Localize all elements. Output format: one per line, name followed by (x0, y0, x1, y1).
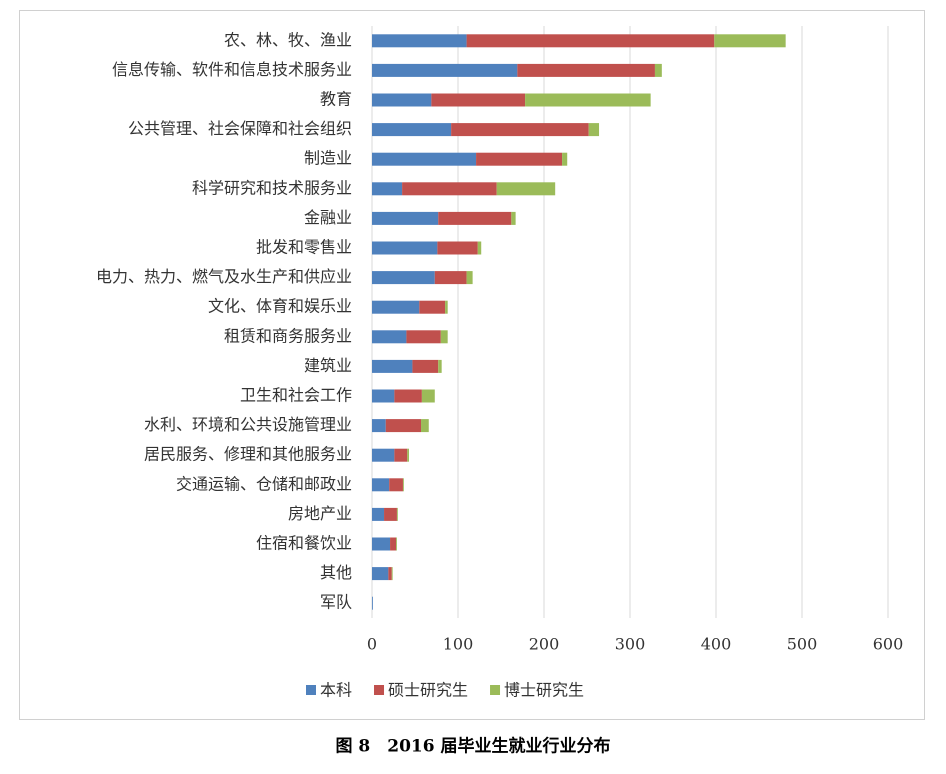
bar-segment (511, 211, 516, 225)
y-tick-label: 批发和零售业 (256, 238, 352, 257)
bar-segment (477, 241, 482, 255)
bar-segment (421, 419, 429, 433)
bar-segment (466, 34, 715, 48)
bar-segment (394, 389, 422, 403)
bar-segment (372, 300, 420, 314)
x-tick-label: 600 (873, 635, 904, 654)
bar-segment (388, 567, 392, 581)
legend-label: 硕士研究生 (388, 681, 468, 700)
bar-segment (407, 448, 409, 462)
y-tick-label: 租赁和商务服务业 (224, 326, 352, 345)
y-tick-label: 教育 (320, 90, 352, 109)
bar-segment (438, 211, 512, 225)
bar-segment (372, 567, 389, 581)
bar-segment (496, 182, 556, 196)
bar-segment (434, 271, 467, 285)
bar-segment (406, 330, 441, 344)
bar-segment (445, 300, 448, 314)
bar-segment (390, 537, 397, 551)
bar-segment (421, 389, 435, 403)
y-tick-label: 农、林、牧、渔业 (224, 30, 352, 49)
bar-segment (394, 448, 408, 462)
y-tick-label: 信息传输、软件和信息技术服务业 (112, 60, 352, 79)
y-tick-label: 金融业 (304, 208, 352, 227)
bar-segment (372, 330, 407, 344)
bar-segment (372, 182, 403, 196)
bar-segment (372, 448, 395, 462)
bar-segment (372, 389, 395, 403)
bar-segment (385, 419, 422, 433)
x-tick-label: 100 (443, 635, 474, 654)
bar-segment (419, 300, 446, 314)
bar-segment (396, 507, 398, 521)
y-tick-label: 科学研究和技术服务业 (192, 178, 352, 197)
bar-segment (372, 152, 477, 166)
legend-swatch (306, 685, 316, 695)
legend-label: 博士研究生 (504, 681, 584, 700)
y-tick-label: 军队 (320, 593, 352, 612)
bar-segment (412, 359, 439, 373)
bar-segment (372, 271, 435, 285)
bar-segment (437, 241, 478, 255)
bar-segment (372, 211, 439, 225)
x-tick-label: 200 (529, 635, 560, 654)
bar-segment (372, 478, 390, 492)
legend-swatch (374, 685, 385, 695)
y-tick-label: 交通运输、仓储和邮政业 (176, 474, 352, 493)
legend-swatch (490, 685, 501, 695)
x-tick-label: 0 (367, 635, 377, 654)
x-tick-label: 300 (615, 635, 646, 654)
chart-frame (19, 10, 925, 720)
y-tick-label: 住宿和餐饮业 (256, 534, 352, 553)
bar-segment (440, 330, 448, 344)
bar-segment (714, 34, 786, 48)
bar-segment (372, 596, 373, 610)
y-tick-label: 其他 (320, 563, 352, 582)
bar-segment (372, 359, 413, 373)
bar-segment (402, 478, 404, 492)
caption: 图 8 2016 届毕业生就业行业分布 (336, 736, 611, 757)
y-tick-label: 水利、环境和公共设施管理业 (144, 415, 352, 434)
y-tick-label: 制造业 (304, 149, 352, 168)
y-tick-label: 卫生和社会工作 (240, 386, 352, 405)
bar-segment (396, 537, 397, 551)
bar-segment (372, 507, 385, 521)
bar-segment (384, 507, 397, 521)
bar-segment (372, 63, 518, 77)
bar-segment (438, 359, 442, 373)
bar-segment (588, 123, 600, 137)
bar-segment (391, 567, 393, 581)
bar-segment (372, 537, 391, 551)
bar-segment (372, 123, 452, 137)
y-tick-label: 建筑业 (304, 356, 352, 375)
y-tick-label: 电力、热力、燃气及水生产和供应业 (96, 267, 352, 286)
y-tick-label: 文化、体育和娱乐业 (208, 297, 352, 316)
bar-segment (466, 271, 473, 285)
bar-segment (451, 123, 589, 137)
legend-label: 本科 (320, 681, 352, 700)
x-tick-label: 400 (701, 635, 732, 654)
bar-segment (372, 419, 386, 433)
bar-segment (402, 182, 497, 196)
bar-segment (372, 34, 467, 48)
y-tick-label: 房地产业 (288, 504, 352, 523)
bar-segment (372, 93, 432, 107)
x-tick-label: 500 (787, 635, 818, 654)
bar-segment (525, 93, 651, 107)
bar-segment (389, 478, 403, 492)
bar-segment (476, 152, 563, 166)
bar-segment (562, 152, 568, 166)
y-tick-label: 居民服务、修理和其他服务业 (144, 445, 352, 464)
y-tick-label: 公共管理、社会保障和社会组织 (128, 119, 352, 138)
bar-segment (517, 63, 655, 77)
bar-segment (372, 241, 438, 255)
bar-segment (654, 63, 662, 77)
bar-segment (431, 93, 526, 107)
